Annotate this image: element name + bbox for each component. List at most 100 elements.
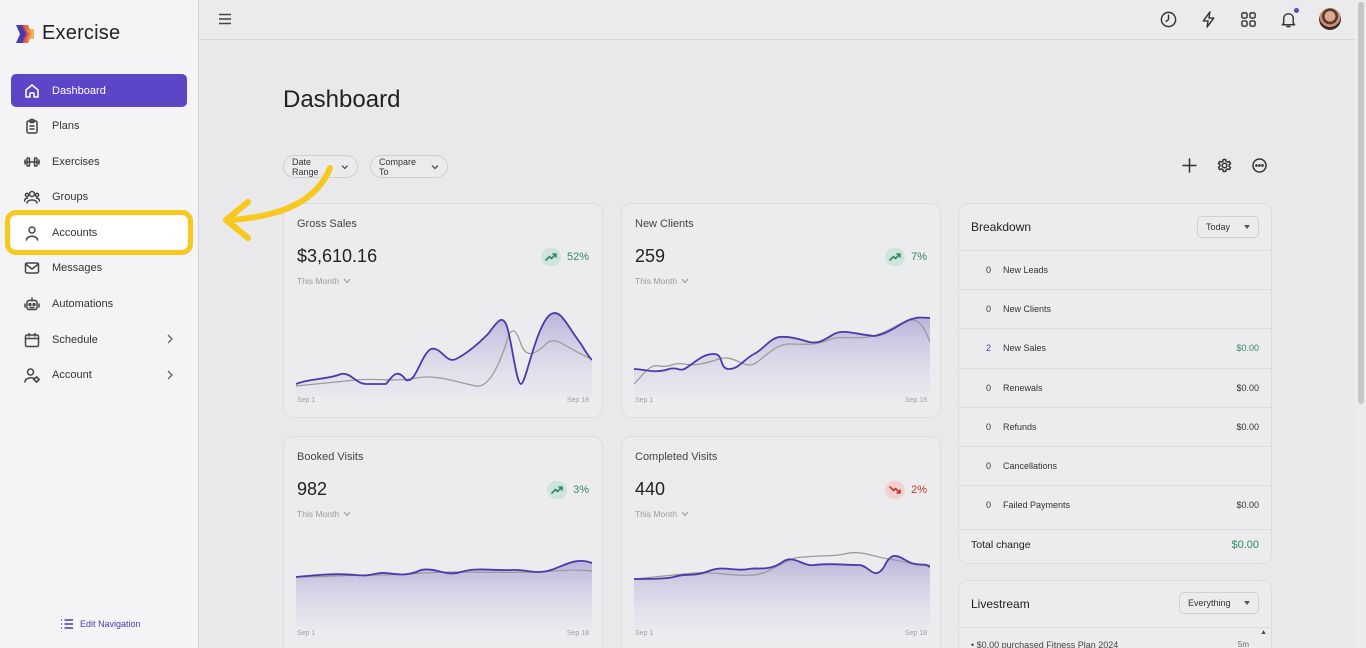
trend-badge: 52% — [540, 248, 589, 266]
top-actions — [1159, 7, 1341, 30]
date-range-filter[interactable]: Date Range — [283, 155, 358, 178]
trend-value: 3% — [573, 484, 589, 496]
livestream-scroll-up-icon[interactable] — [1261, 629, 1266, 648]
booked-visits-chart — [296, 559, 592, 629]
row-count: 0 — [985, 500, 991, 511]
card-title: Booked Visits — [297, 451, 364, 463]
card-value: 982 — [297, 479, 328, 499]
card-value: 440 — [635, 479, 666, 499]
topbar — [199, 0, 1355, 40]
sidebar-item-plans[interactable]: Plans — [11, 110, 187, 143]
history-icon[interactable] — [1159, 10, 1178, 29]
breakdown-title: Breakdown — [971, 220, 1032, 234]
more-options-button[interactable] — [1251, 157, 1268, 174]
primary-series-line — [634, 316, 930, 373]
x-axis-start: Sep 1 — [297, 630, 316, 637]
chart-area — [634, 555, 930, 629]
plus-icon — [1182, 158, 1197, 173]
livestream-entry[interactable]: • $0.00 purchased Fitness Plan 2024 — [971, 640, 1119, 648]
booked-visits-card[interactable]: Booked Visits 982 3% This Month Sep 1 Se… — [283, 436, 603, 648]
sidebar: Exercise Dashboard Plans Exercises Group… — [0, 0, 199, 648]
sidebar-item-exercises[interactable]: Exercises — [11, 145, 187, 178]
brand[interactable]: Exercise — [14, 22, 120, 45]
user-icon — [23, 224, 40, 241]
breakdown-row[interactable]: 0 New Clients — [959, 289, 1271, 328]
completed-visits-chart — [634, 552, 930, 629]
chevron-down-icon — [343, 511, 351, 517]
breakdown-row[interactable]: 0 Failed Payments $0.00 — [959, 485, 1271, 524]
sidebar-item-label: Groups — [52, 191, 89, 204]
sidebar-item-schedule[interactable]: Schedule — [11, 323, 187, 356]
more-horizontal-icon — [1252, 158, 1267, 173]
scrollbar-thumb[interactable] — [1358, 2, 1364, 404]
x-axis-end: Sep 18 — [904, 630, 927, 637]
gross-sales-card[interactable]: Gross Sales $3,610.16 52% This Month Sep… — [283, 203, 603, 418]
sidebar-item-label: Automations — [52, 298, 114, 311]
add-widget-button[interactable] — [1181, 157, 1198, 174]
lightning-icon[interactable] — [1199, 10, 1218, 29]
clipboard-icon — [23, 118, 40, 135]
compare-to-filter[interactable]: Compare To — [370, 155, 448, 178]
period-label: This Month — [635, 509, 678, 519]
period-selector[interactable]: This Month — [635, 509, 689, 519]
primary-series-line — [296, 559, 592, 578]
sidebar-nav: Dashboard Plans Exercises Groups Account… — [5, 74, 193, 394]
trend-badge: 3% — [547, 481, 589, 499]
page-scrollbar[interactable] — [1355, 0, 1366, 648]
avatar[interactable] — [1319, 8, 1341, 30]
row-amount: $0.00 — [1236, 421, 1259, 432]
settings-button[interactable] — [1216, 157, 1233, 174]
sidebar-item-account[interactable]: Account — [11, 359, 187, 392]
chevron-down-icon — [681, 511, 689, 517]
chevron-down-icon — [343, 278, 351, 284]
home-icon — [23, 82, 40, 99]
new-clients-card[interactable]: New Clients 259 7% This Month Sep 1 Sep … — [621, 203, 941, 418]
sidebar-item-groups[interactable]: Groups — [11, 181, 187, 214]
chevron-right-icon[interactable] — [165, 333, 175, 345]
sidebar-item-label: Dashboard — [52, 84, 106, 97]
trend-value: 52% — [566, 251, 589, 263]
chevron-right-icon[interactable] — [165, 369, 175, 381]
caret-down-icon — [1244, 601, 1250, 605]
row-count: 0 — [985, 461, 991, 472]
period-selector[interactable]: This Month — [297, 509, 351, 519]
period-selector[interactable]: This Month — [297, 276, 351, 286]
x-axis-end: Sep 18 — [566, 630, 589, 637]
bell-icon[interactable] — [1279, 7, 1299, 29]
period-selector[interactable]: This Month — [635, 276, 689, 286]
row-count: 0 — [985, 382, 991, 393]
mail-icon — [23, 260, 40, 277]
livestream-panel: Livestream Everything • $0.00 purchased … — [958, 580, 1272, 648]
completed-visits-card[interactable]: Completed Visits 440 2% This Month Sep 1… — [621, 436, 941, 648]
compare-to-label: Compare To — [379, 156, 417, 177]
breakdown-row[interactable]: 0 New Leads — [959, 250, 1271, 289]
sidebar-item-messages[interactable]: Messages — [11, 252, 187, 285]
primary-series-line — [296, 312, 592, 385]
breakdown-row[interactable]: 0 Refunds $0.00 — [959, 406, 1271, 446]
chart-area — [634, 317, 930, 396]
livestream-filter-select[interactable]: Everything — [1179, 592, 1259, 614]
x-axis-end: Sep 18 — [904, 397, 927, 404]
apps-grid-icon[interactable] — [1239, 10, 1258, 29]
page-title: Dashboard — [283, 86, 401, 113]
sidebar-item-dashboard[interactable]: Dashboard — [11, 74, 187, 107]
sidebar-item-accounts[interactable]: Accounts — [5, 210, 193, 256]
period-label: This Month — [297, 276, 340, 286]
row-amount: $0.00 — [1236, 500, 1259, 511]
breakdown-row[interactable]: 2 New Sales $0.00 — [959, 328, 1271, 367]
users-icon — [23, 189, 40, 206]
edit-navigation-link[interactable]: Edit Navigation — [60, 618, 141, 630]
sidebar-item-automations[interactable]: Automations — [11, 288, 187, 321]
row-count: 0 — [985, 265, 991, 276]
primary-series-line — [634, 554, 930, 580]
breakdown-row[interactable]: 0 Cancellations — [959, 445, 1271, 485]
breakdown-row[interactable]: 0 Renewals $0.00 — [959, 367, 1271, 407]
gear-icon — [1217, 158, 1232, 173]
row-label: Renewals — [1003, 382, 1043, 393]
user-gear-icon — [23, 367, 40, 384]
menu-toggle-icon[interactable] — [218, 12, 232, 26]
app-name: Exercise — [42, 22, 121, 44]
breakdown-range-select[interactable]: Today — [1197, 216, 1259, 238]
period-label: This Month — [297, 509, 340, 519]
sidebar-item-label: Messages — [52, 262, 103, 275]
